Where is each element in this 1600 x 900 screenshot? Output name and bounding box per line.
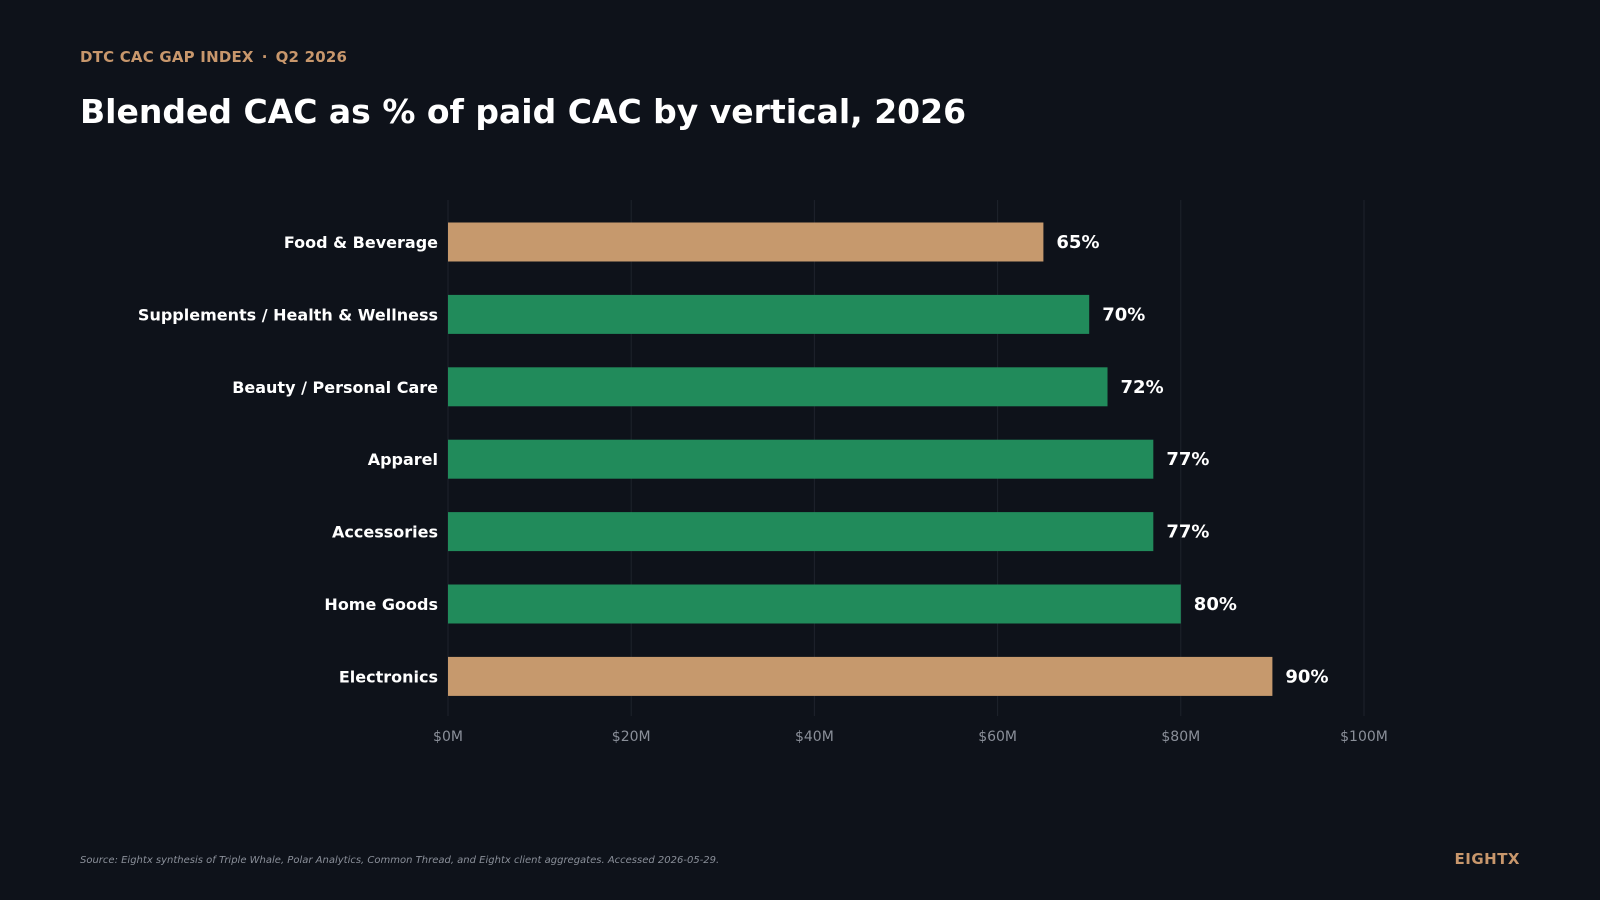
x-tick-label: $80M [1161, 729, 1200, 745]
chart-title: Blended CAC as % of paid CAC by vertical… [80, 92, 967, 131]
source-note: Source: Eightx synthesis of Triple Whale… [80, 855, 720, 866]
x-tick-label: $60M [978, 729, 1017, 745]
value-label: 77% [1166, 449, 1209, 470]
category-label: Food & Beverage [284, 233, 438, 252]
x-tick-label: $0M [433, 729, 463, 745]
bar [448, 222, 1044, 262]
bar [448, 584, 1181, 624]
bar [448, 512, 1154, 552]
brand-logo: EIGHTX [1454, 850, 1520, 868]
x-tick-label: $40M [795, 729, 834, 745]
kicker-label: DTC CAC GAP INDEX [80, 48, 254, 66]
x-tick-label: $100M [1340, 729, 1388, 745]
category-label: Electronics [339, 667, 438, 686]
value-label: 80% [1194, 594, 1237, 615]
value-label: 65% [1056, 232, 1099, 253]
kicker-period: Q2 2026 [275, 48, 348, 66]
value-label: 72% [1121, 377, 1164, 398]
value-label: 90% [1285, 666, 1328, 687]
category-label: Accessories [332, 523, 438, 542]
bar [448, 367, 1108, 407]
kicker-separator: · [261, 48, 268, 66]
bar [448, 294, 1090, 334]
x-tick-label: $20M [612, 729, 651, 745]
value-label: 70% [1102, 304, 1145, 325]
value-label: 77% [1166, 522, 1209, 543]
category-label: Beauty / Personal Care [232, 378, 438, 397]
category-label: Home Goods [324, 595, 438, 614]
chart-kicker: DTC CAC GAP INDEX · Q2 2026 [80, 48, 347, 66]
category-label: Supplements / Health & Wellness [138, 305, 438, 324]
category-label: Apparel [368, 450, 438, 469]
bar [448, 656, 1273, 696]
bar [448, 439, 1154, 479]
